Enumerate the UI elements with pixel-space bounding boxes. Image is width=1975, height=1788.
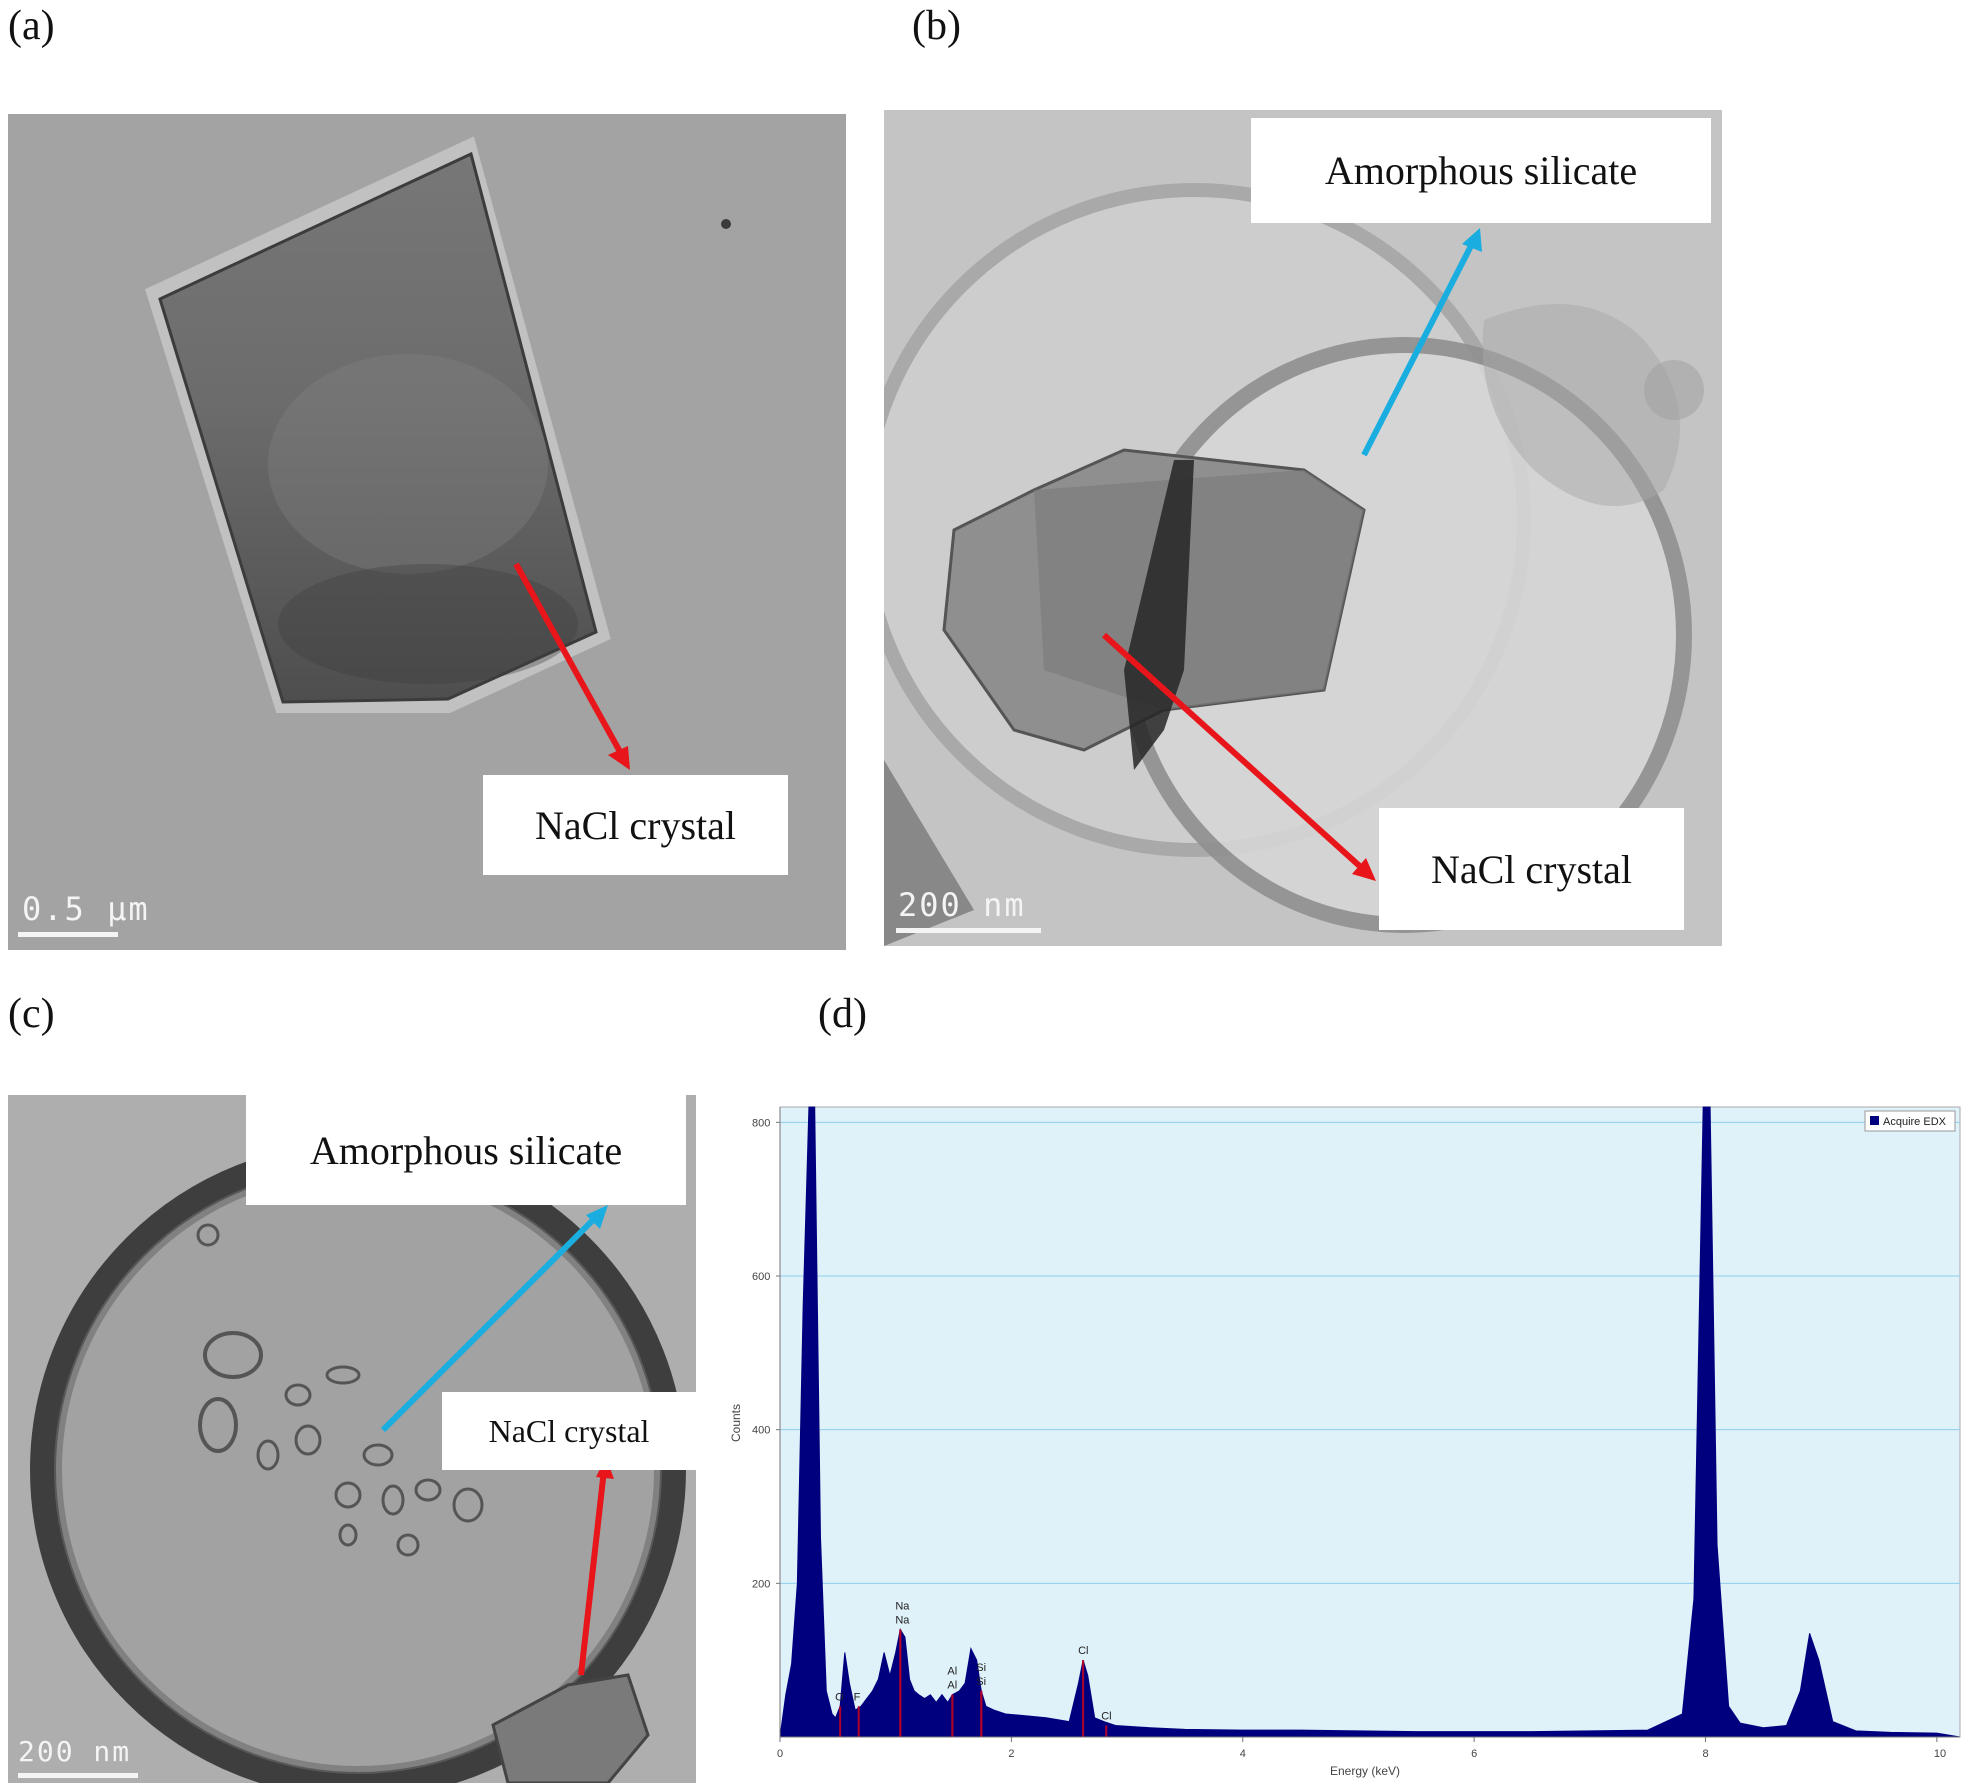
- tem-image-a: NaCl crystal 0.5 μm: [8, 114, 846, 950]
- x-tick-label: 6: [1471, 1748, 1477, 1760]
- tem-image-c: Amorphous silicate NaCl crystal 200 nm: [8, 1095, 696, 1783]
- x-tick-label: 0: [777, 1748, 783, 1760]
- scale-bar-label-a: 0.5 μm: [22, 890, 150, 928]
- y-tick-label: 400: [752, 1425, 770, 1437]
- y-tick-label: 600: [752, 1271, 770, 1283]
- nacl-arrow-a: [513, 562, 630, 770]
- tem-image-a-graphic: [8, 114, 846, 950]
- x-tick-label: 2: [1008, 1748, 1014, 1760]
- x-tick-label: 8: [1702, 1748, 1708, 1760]
- x-axis-label: Energy (keV): [1330, 1764, 1400, 1778]
- peak-label-f: F: [854, 1691, 861, 1703]
- panel-d-letter: (d): [818, 991, 867, 1037]
- scale-bar-b: [896, 928, 1041, 933]
- nacl-crystal-label-b: NaCl crystal: [1379, 808, 1684, 930]
- panel-b-letter: (b): [912, 3, 961, 49]
- scale-bar-a: [18, 932, 118, 937]
- nacl-arrow-b: [1101, 632, 1376, 881]
- y-axis-label: Counts: [729, 1404, 743, 1442]
- silicate-arrow-b: [1361, 228, 1482, 457]
- silicate-arrow-c: [380, 1205, 608, 1433]
- panel-c-letter: (c): [8, 991, 55, 1037]
- peak-label-al: Al: [947, 1666, 957, 1678]
- tem-image-b-graphic: [884, 110, 1722, 946]
- peak-label-al: Al: [947, 1680, 957, 1692]
- peak-label-o: O: [835, 1691, 844, 1703]
- peak-label-cl: Cl: [1078, 1645, 1088, 1657]
- nacl-crystal-label-a: NaCl crystal: [483, 775, 788, 875]
- amorphous-silicate-label-b: Amorphous silicate: [1251, 118, 1711, 223]
- tem-image-b: Amorphous silicate NaCl crystal 200 nm: [884, 110, 1722, 946]
- legend-box: [1864, 1110, 1956, 1132]
- x-tick-label: 4: [1240, 1748, 1246, 1760]
- peak-label-na: Na: [895, 1614, 910, 1626]
- amorphous-silicate-label-c: Amorphous silicate: [246, 1095, 686, 1205]
- spectrum-series-acquire-edx: [779, 1106, 1961, 1738]
- peak-label-si: Si: [976, 1676, 986, 1688]
- scale-bar-label-b: 200 nm: [898, 886, 1026, 924]
- panel-a-letter: (a): [8, 3, 55, 49]
- scale-bar-label-c: 200 nm: [18, 1735, 132, 1768]
- y-tick-label: 200: [752, 1578, 770, 1590]
- y-tick-label: 800: [752, 1117, 770, 1129]
- peak-label-si: Si: [976, 1662, 986, 1674]
- legend-swatch: [1870, 1116, 1879, 1125]
- nacl-crystal-label-c: NaCl crystal: [442, 1392, 696, 1470]
- plot-area: [779, 1106, 1961, 1738]
- legend-label: Acquire EDX: [1883, 1116, 1947, 1128]
- x-tick-label: 10: [1934, 1748, 1946, 1760]
- peak-label-cl: Cl: [1101, 1710, 1111, 1722]
- peak-label-na: Na: [895, 1600, 910, 1612]
- scale-bar-c: [18, 1773, 138, 1778]
